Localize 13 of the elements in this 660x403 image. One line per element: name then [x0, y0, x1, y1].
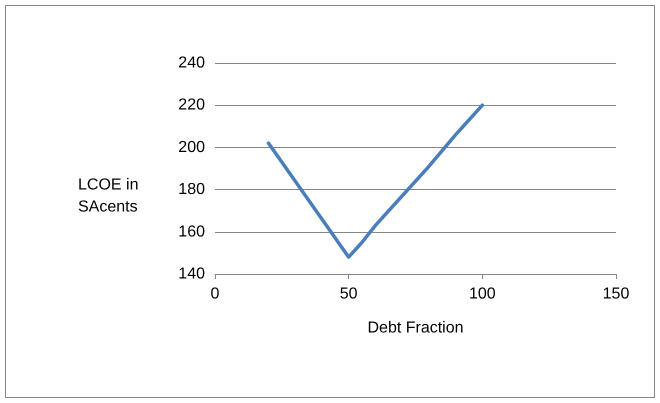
y-tick-label: 240	[178, 54, 206, 72]
y-tick-label: 200	[178, 138, 206, 156]
y-tick-label: 180	[178, 181, 206, 198]
x-tick-label: 50	[340, 286, 358, 302]
line-series	[266, 103, 484, 259]
y-axis-title: LCOE in SAcents	[78, 176, 143, 216]
x-tick-label: 150	[602, 286, 630, 302]
y-tick-label: 220	[178, 96, 206, 114]
x-tick-label: 100	[468, 286, 496, 302]
x-tick-label: 0	[210, 286, 220, 302]
x-axis-title: Debt Fraction	[367, 320, 464, 336]
y-tick-label: 140	[178, 266, 206, 282]
y-tick-label: 160	[178, 223, 206, 240]
